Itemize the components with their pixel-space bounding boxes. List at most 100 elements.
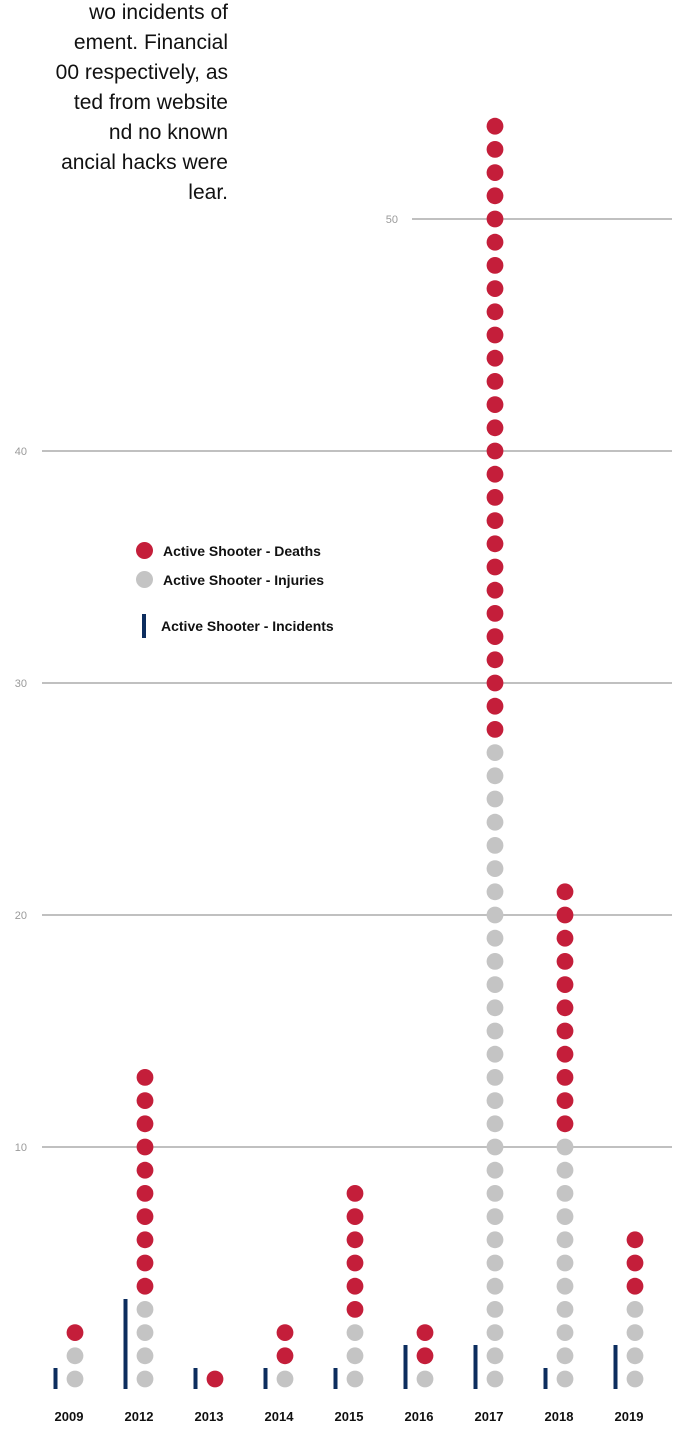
legend-injuries-label: Active Shooter - Injuries: [163, 571, 325, 588]
legend-injuries-dot: [136, 571, 153, 588]
injury-dot: [556, 1161, 574, 1179]
intro-text: wo incidents of ement. Financial 00 respec…: [0, 0, 250, 240]
injury-dot: [486, 929, 504, 947]
injury-dot: [486, 1069, 504, 1086]
intro-line: ancial hacks were: [61, 151, 228, 174]
death-dot: [486, 674, 504, 692]
legend-incidents-label: Active Shooter - Incidents: [161, 618, 334, 634]
death-dot: [556, 1022, 574, 1040]
legend-deaths: Active Shooter - Deaths: [136, 542, 321, 559]
death-dot: [136, 1069, 154, 1086]
injury-dot: [486, 976, 504, 993]
death-dot: [136, 1092, 154, 1109]
death-dot: [486, 697, 504, 715]
death-dot: [136, 1115, 154, 1133]
death-dot: [136, 1208, 154, 1225]
intro-line: lear.: [188, 181, 228, 204]
death-dot: [416, 1324, 434, 1341]
injury-dot: [556, 1185, 574, 1202]
death-dot: [556, 1069, 574, 1086]
injury-dot: [556, 1208, 574, 1225]
death-dot: [486, 349, 504, 367]
injury-dot: [556, 1254, 574, 1272]
legend-deaths-dot: [136, 542, 153, 559]
x-tick-label: 2015: [335, 1409, 364, 1424]
incident-bar: [123, 1299, 128, 1389]
death-dot: [556, 1045, 574, 1063]
incident-bar: [53, 1368, 58, 1389]
y-tick-label: 20: [15, 910, 27, 922]
injury-dot: [486, 860, 504, 877]
injury-dot: [556, 1301, 574, 1318]
death-dot: [626, 1231, 644, 1249]
death-dot: [276, 1347, 294, 1365]
death-dot: [486, 512, 504, 529]
injury-dot: [556, 1370, 574, 1388]
x-tick-label: 2016: [405, 1409, 434, 1424]
legend-injuries: Active Shooter - Injuries: [136, 571, 324, 588]
injury-dot: [626, 1347, 644, 1365]
injury-dot: [556, 1138, 574, 1156]
death-dot: [626, 1254, 644, 1272]
death-dot: [486, 721, 504, 738]
incident-bar: [543, 1368, 548, 1389]
death-dot: [66, 1324, 84, 1341]
incident-bar: [193, 1368, 198, 1389]
injury-dot: [136, 1324, 154, 1341]
intro-line: ement. Financial: [73, 31, 228, 54]
x-tick-label: 2009: [55, 1409, 84, 1424]
death-dot: [346, 1231, 364, 1249]
injury-dot: [486, 1138, 504, 1156]
death-dot: [486, 187, 504, 205]
death-dot: [556, 1115, 574, 1133]
injury-dot: [276, 1370, 294, 1388]
injury-dot: [486, 1045, 504, 1063]
injury-dot: [486, 1254, 504, 1272]
death-dot: [486, 373, 504, 390]
injury-dot: [136, 1301, 154, 1318]
injury-dot: [136, 1347, 154, 1365]
death-dot: [346, 1301, 364, 1318]
death-dot: [346, 1208, 364, 1225]
y-tick-label: 10: [15, 1142, 27, 1154]
intro-line: wo incidents of: [89, 1, 228, 24]
injury-dot: [626, 1301, 644, 1318]
death-dot: [136, 1161, 154, 1179]
incident-bar: [333, 1368, 338, 1389]
injury-dot: [626, 1370, 644, 1388]
injury-dot: [486, 1231, 504, 1249]
injury-dot: [556, 1324, 574, 1341]
death-dot: [136, 1231, 154, 1249]
intro-line: 00 respectively, as: [55, 61, 228, 84]
death-dot: [486, 419, 504, 437]
intro-line: nd no known: [108, 121, 228, 144]
death-dot: [486, 303, 504, 321]
death-dot: [486, 164, 504, 182]
death-dot: [486, 628, 504, 645]
legend-deaths-label: Active Shooter - Deaths: [163, 542, 321, 559]
injury-dot: [66, 1347, 84, 1365]
injury-dot: [486, 1324, 504, 1341]
injury-dot: [486, 1185, 504, 1202]
injury-dot: [556, 1231, 574, 1249]
death-dot: [136, 1277, 154, 1295]
death-dot: [486, 465, 504, 483]
death-dot: [556, 999, 574, 1017]
x-tick-label: 2017: [475, 1409, 504, 1424]
injury-dot: [346, 1324, 364, 1341]
x-tick-label: 2013: [195, 1409, 224, 1424]
injury-dot: [556, 1277, 574, 1295]
death-dot: [556, 1092, 574, 1109]
death-dot: [486, 396, 504, 413]
death-dot: [486, 581, 504, 599]
injury-dot: [346, 1370, 364, 1388]
injury-dot: [486, 767, 504, 785]
death-dot: [486, 233, 504, 251]
death-dot: [276, 1324, 294, 1341]
injury-dot: [486, 1092, 504, 1109]
death-dot: [486, 535, 504, 553]
death-dot: [136, 1185, 154, 1202]
legend-incidents: Active Shooter - Incidents: [136, 614, 334, 638]
injury-dot: [66, 1370, 84, 1388]
